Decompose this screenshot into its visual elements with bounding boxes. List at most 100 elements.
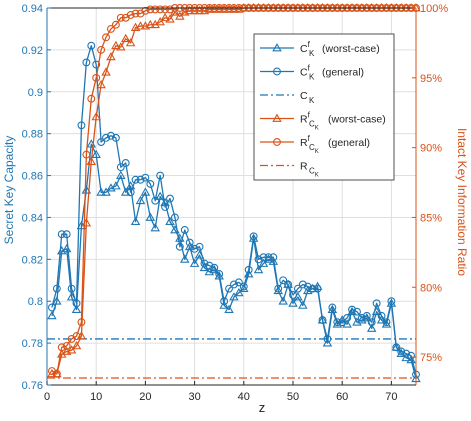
- data-point: [155, 191, 165, 200]
- data-point: [52, 284, 61, 293]
- data-point: [317, 315, 328, 324]
- y-left-tick-label: 0.8: [28, 296, 43, 308]
- x-tick-label: 20: [139, 391, 151, 403]
- data-point: [244, 265, 253, 274]
- data-point: [72, 332, 81, 341]
- data-point: [66, 292, 77, 301]
- data-point: [130, 216, 141, 226]
- legend-label: RCK: [300, 161, 319, 179]
- data-point: [166, 194, 174, 203]
- data-point: [322, 338, 333, 347]
- data-point: [308, 284, 317, 293]
- data-point: [82, 58, 91, 67]
- data-point: [248, 233, 259, 242]
- data-point: [57, 230, 66, 239]
- data-point: [338, 318, 347, 327]
- data-point: [165, 14, 175, 23]
- data-point: [274, 284, 283, 293]
- data-point: [102, 133, 110, 142]
- data-point: [120, 33, 131, 43]
- data-point: [161, 5, 170, 14]
- data-point: [166, 5, 174, 14]
- data-point: [303, 282, 312, 291]
- data-point: [170, 213, 179, 222]
- data-point: [106, 51, 116, 61]
- data-point: [165, 216, 175, 226]
- data-point: [150, 223, 160, 232]
- data-point: [140, 187, 151, 196]
- data-point: [87, 94, 96, 103]
- data-point: [402, 349, 411, 358]
- data-point: [91, 149, 101, 159]
- data-point: [156, 171, 165, 180]
- legend-label: CfK (worst-case): [300, 40, 380, 58]
- y-left-tick-label: 0.82: [22, 254, 43, 266]
- y-left-tick-label: 0.94: [22, 3, 43, 15]
- data-point: [258, 258, 269, 267]
- data-point: [264, 253, 273, 262]
- x-tick-label: 70: [385, 391, 397, 403]
- data-point: [253, 264, 264, 274]
- data-point: [77, 121, 86, 130]
- y-left-tick-label: 0.76: [22, 380, 43, 392]
- data-point: [135, 195, 146, 205]
- data-point: [87, 41, 96, 50]
- data-point: [116, 170, 126, 179]
- data-point: [116, 13, 125, 22]
- data-point: [82, 150, 91, 159]
- data-point: [254, 255, 263, 264]
- legend-entry-4: RfCK(worst-case): [260, 111, 386, 132]
- tick-labels: 0 10 20 30 40 50 60 70 0.76 0.78 0.8 0.82 0.84 0.86 0.…: [22, 3, 449, 403]
- data-point: [230, 280, 238, 289]
- data-point: [62, 230, 71, 239]
- x-axis-label: z: [259, 400, 266, 415]
- data-point: [205, 261, 214, 270]
- data-point: [372, 299, 381, 308]
- data-point: [357, 314, 366, 322]
- y-left-tick-label: 0.9: [28, 87, 43, 99]
- legend-entry-2: CfK (general): [260, 64, 364, 82]
- data-point: [151, 196, 160, 205]
- data-point: [348, 305, 356, 314]
- data-point: [175, 242, 184, 251]
- data-point: [327, 304, 338, 314]
- data-point: [52, 296, 62, 305]
- y-left-tick-label: 0.92: [22, 45, 43, 57]
- data-point: [131, 175, 140, 184]
- data-point: [161, 203, 170, 211]
- x-tick-label: 30: [188, 391, 200, 403]
- data-point: [107, 131, 115, 140]
- data-point: [180, 226, 189, 234]
- data-point: [215, 270, 224, 278]
- data-point: [86, 156, 97, 165]
- y-left-tick-label: 0.78: [22, 338, 43, 350]
- data-point: [189, 258, 200, 267]
- data-point: [220, 297, 229, 306]
- data-point: [97, 138, 106, 146]
- data-point: [72, 299, 81, 308]
- x-tick-label: 60: [336, 391, 348, 403]
- data-point: [279, 276, 288, 285]
- y-left-tick-label: 0.84: [22, 212, 43, 224]
- data-point: [111, 20, 120, 29]
- data-point: [288, 298, 298, 307]
- data-point: [66, 345, 77, 354]
- y-axis-label-right: Intact Key Information Ratio: [455, 128, 469, 276]
- data-point: [146, 179, 155, 188]
- data-point: [47, 310, 57, 320]
- data-point: [71, 304, 82, 314]
- data-point: [190, 244, 199, 253]
- data-point: [367, 318, 376, 327]
- data-point: [97, 45, 106, 54]
- y-right-tick-label: 75%: [420, 352, 442, 364]
- data-point: [219, 300, 229, 309]
- x-tick-label: 40: [238, 391, 250, 403]
- data-point: [200, 259, 209, 268]
- y-axis-label-left: Secret Key Capacity: [2, 136, 16, 245]
- data-point: [407, 351, 416, 360]
- data-point: [111, 181, 121, 190]
- data-point: [62, 341, 71, 350]
- data-point: [269, 253, 278, 262]
- data-point: [185, 238, 194, 247]
